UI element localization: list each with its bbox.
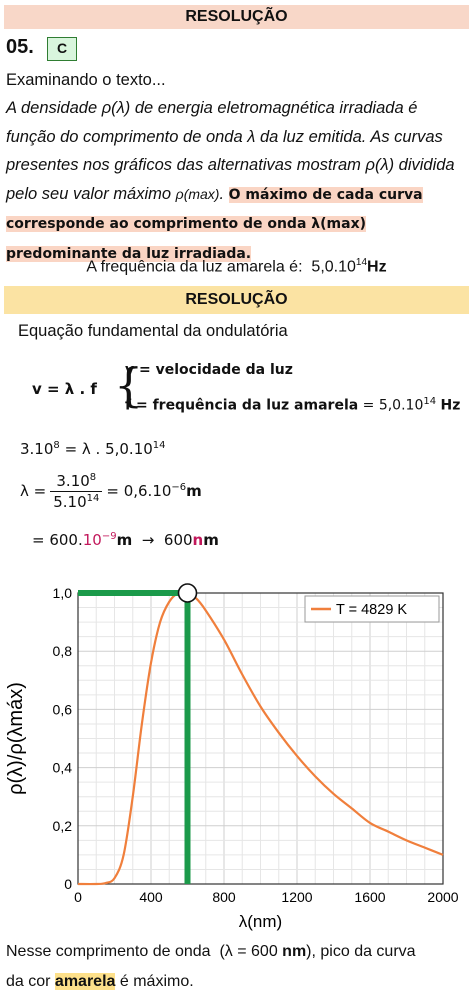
resolution-header-2: RESOLUÇÃO (4, 286, 469, 314)
x-tick-label: 0 (74, 889, 82, 905)
series-line-t4829 (77, 590, 444, 886)
peak-point (177, 583, 198, 603)
highlight-yellow: amarela (54, 973, 116, 990)
y-tick-label: 0 (64, 876, 72, 892)
legend-label: T = 4829 K (336, 602, 407, 618)
x-axis-label: λ(nm) (239, 912, 282, 931)
frequency-definition: f = frequência da luz amarela = 5,0.1014… (125, 396, 461, 414)
x-tick-label: 1600 (354, 889, 385, 905)
chart-legend: T = 4829 K (304, 595, 440, 623)
intro-text: Examinando o texto... (6, 71, 166, 89)
brace-symbol: { (114, 358, 144, 412)
equation-title: Equação fundamental da ondulatória (18, 322, 288, 340)
main-equation: v = λ . f (32, 380, 97, 398)
x-tick-label: 1200 (281, 889, 312, 905)
y-tick-label: 0,8 (53, 643, 73, 659)
final-text: Nesse comprimento de onda (λ = 600 nm), … (6, 943, 416, 990)
spectrum-chart: 0 400 800 1200 1600 2000 0 0,2 0,4 0,6 0,8 1,0 T =… (5, 583, 459, 931)
y-tick-labels: 0 0,2 0,4 0,6 0,8 1,0 (53, 585, 73, 892)
italic-paragraph: A densidade ρ(λ) de energia eletromagnét… (6, 99, 455, 262)
resolution-header: RESOLUÇÃO (4, 5, 469, 29)
y-tick-label: 1,0 (53, 585, 73, 601)
question-number: 05. (6, 36, 34, 58)
y-axis-label: ρ(λ)/ρ(λmáx) (5, 682, 27, 795)
chart-grid (77, 592, 444, 885)
y-tick-label: 0,6 (53, 701, 73, 717)
y-tick-label: 0,2 (53, 818, 73, 834)
x-tick-label: 800 (212, 889, 236, 905)
step-3: = 600.10−9m → 600nm (32, 531, 219, 549)
plot-frame (77, 592, 444, 885)
x-tick-label: 400 (139, 889, 163, 905)
frequency-line: A frequência da luz amarela é: 5,0.1014H… (86, 257, 387, 276)
step-2: λ = 3.108 5.1014 = 0,6.10−6m (20, 472, 202, 511)
step-1: 3.108 = λ . 5,0.1014 (20, 440, 166, 458)
x-tick-label: 2000 (427, 889, 458, 905)
velocity-definition: v = velocidade da luz (125, 362, 293, 378)
answer-badge: C (47, 37, 77, 61)
fraction: 3.108 5.1014 (50, 472, 103, 511)
x-tick-labels: 0 400 800 1200 1600 2000 (74, 889, 459, 905)
y-tick-label: 0,4 (53, 760, 73, 776)
